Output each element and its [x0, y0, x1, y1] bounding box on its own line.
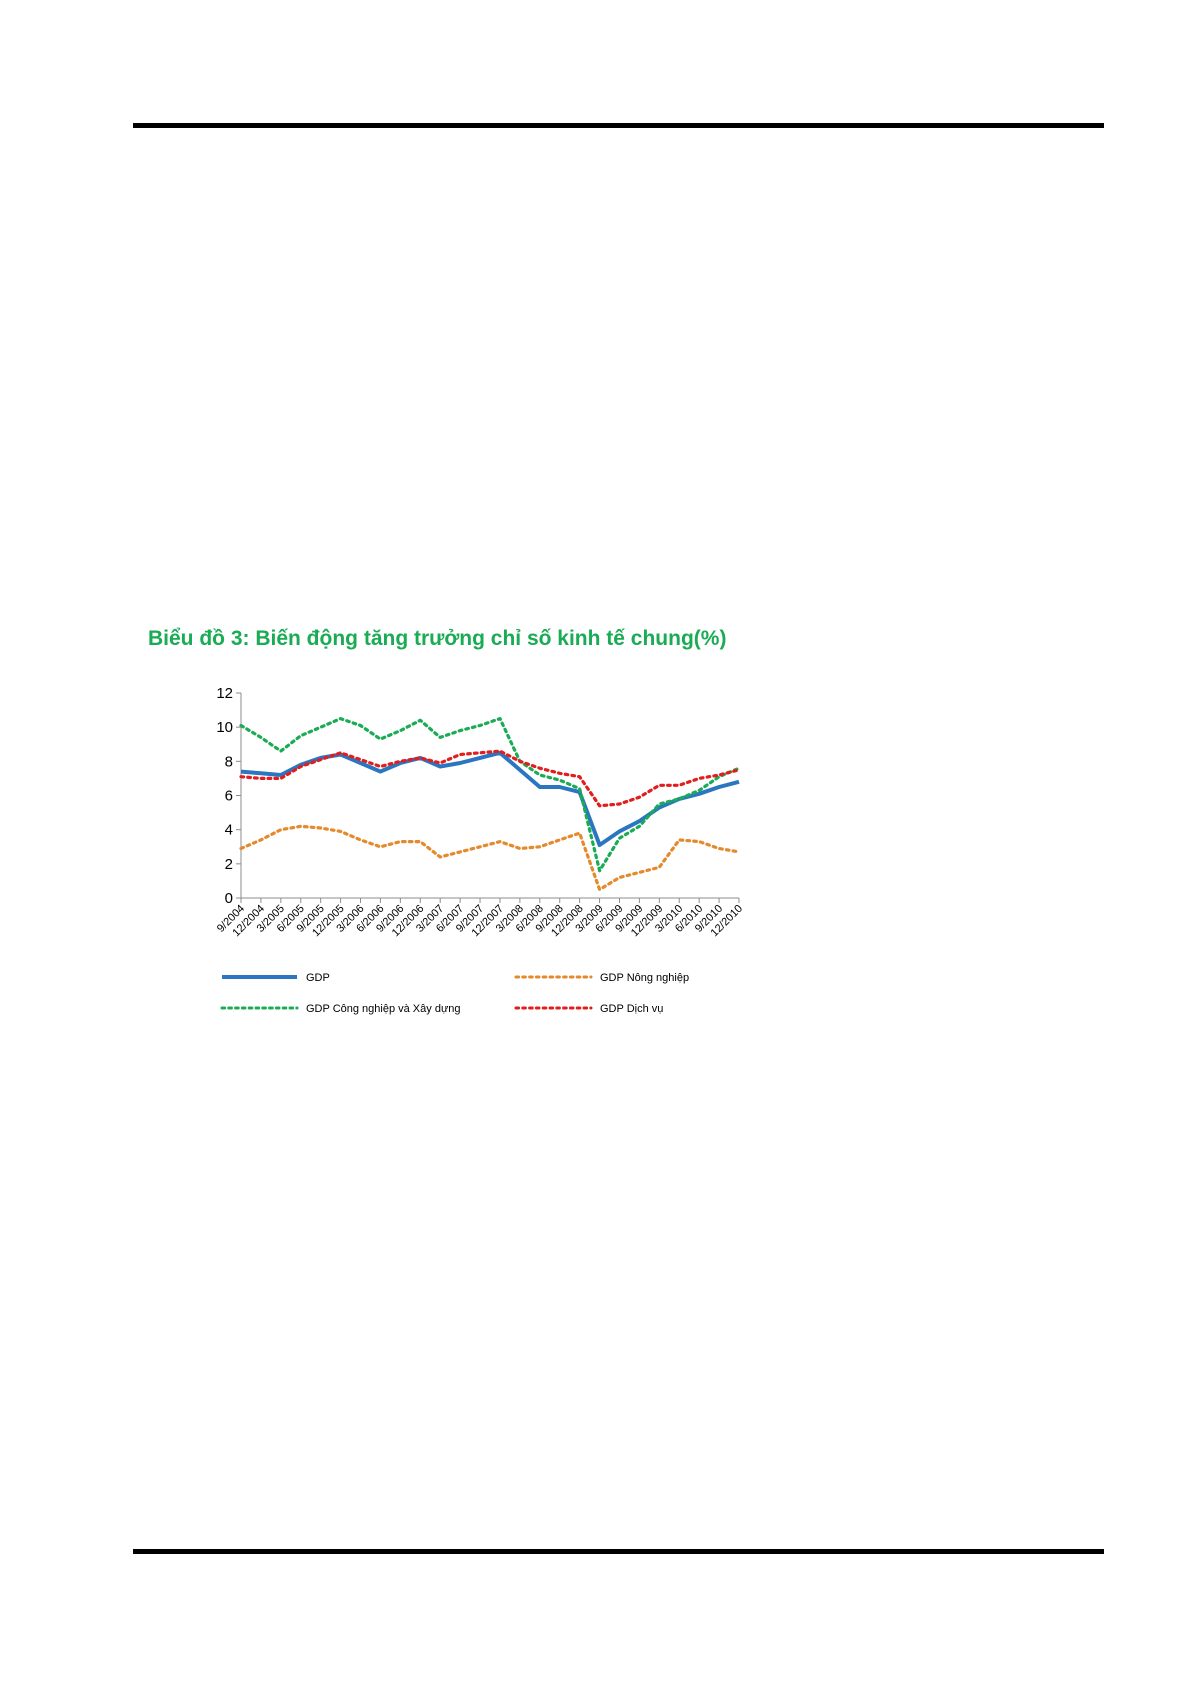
- y-tick-label: 8: [225, 753, 233, 770]
- chart-legend: GDP GDP Nông nghiệp GDP Công nghiệp và Xây…: [220, 972, 689, 1015]
- y-tick-label: 0: [225, 890, 233, 907]
- series-line-1: [239, 824, 741, 892]
- y-tick-label: 4: [225, 822, 233, 839]
- legend-label-2: GDP Công nghiệp và Xây dựng: [306, 1003, 461, 1015]
- chart-series: [239, 716, 741, 892]
- y-tick-label: 10: [216, 719, 233, 736]
- chart-title: Biểu đồ 3: Biến động tăng trưởng chỉ số …: [148, 627, 727, 650]
- series-line-3: [239, 749, 741, 808]
- legend-label-3: GDP Dịch vụ: [600, 1003, 663, 1015]
- top-rule: [133, 123, 1104, 128]
- line-chart: 0246810129/200412/20043/20056/20059/2005…: [215, 685, 745, 1015]
- chart-axes: 0246810129/200412/20043/20056/20059/2005…: [215, 685, 745, 939]
- legend-label-0: GDP: [306, 972, 330, 984]
- bottom-rule: [133, 1549, 1104, 1554]
- series-line-2: [239, 716, 741, 873]
- y-tick-label: 12: [216, 685, 233, 702]
- series-line-0: [240, 750, 740, 847]
- y-tick-label: 2: [225, 856, 233, 873]
- legend-label-1: GDP Nông nghiệp: [600, 972, 689, 984]
- y-tick-label: 6: [225, 788, 233, 805]
